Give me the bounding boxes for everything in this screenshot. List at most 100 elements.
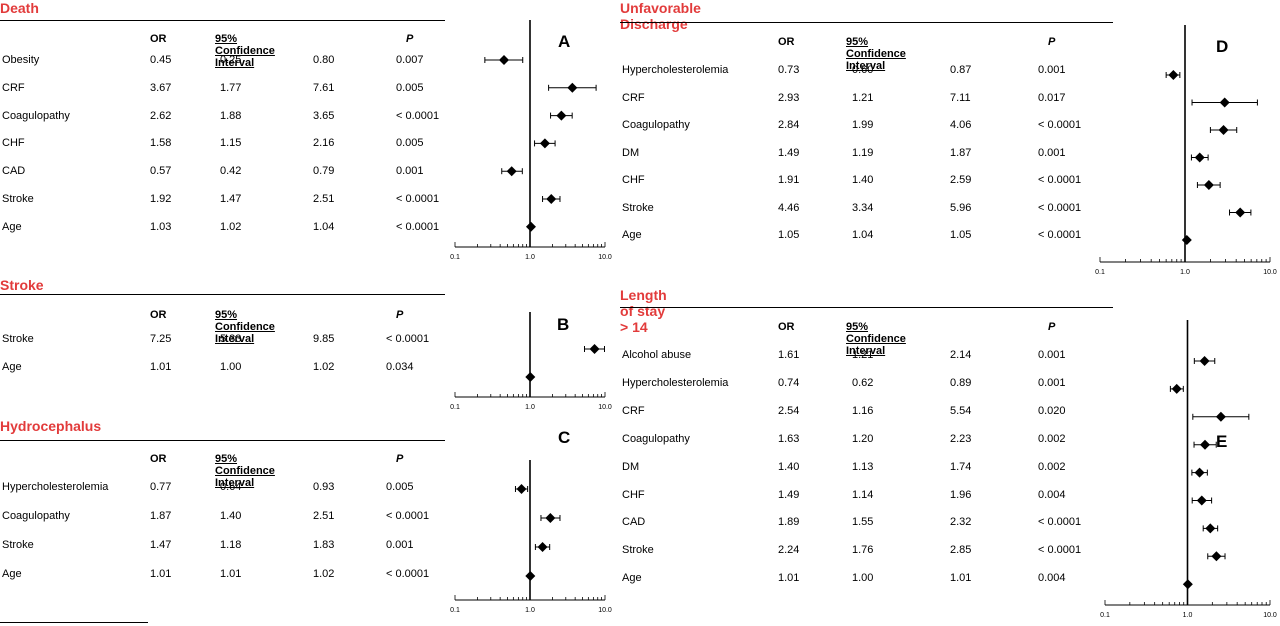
row-label: Hypercholesterolemia	[622, 64, 729, 76]
or-value: 0.57	[150, 165, 172, 178]
row-label: CHF	[2, 137, 25, 150]
or-point-marker	[525, 571, 536, 581]
ci-low-value: 1.16	[852, 404, 874, 417]
or-point-marker	[1182, 579, 1193, 590]
ci-low-value: 1.55	[852, 516, 874, 529]
or-point-marker	[1211, 551, 1222, 562]
x-tick-label: 0.1	[1100, 612, 1110, 619]
or-value: 1.58	[150, 137, 172, 150]
ci-high-value: 2.32	[950, 516, 972, 529]
x-tick-label: 1.0	[1180, 269, 1190, 276]
p-value: < 0.0001	[1038, 544, 1082, 557]
or-value: 0.77	[150, 481, 172, 493]
or-column-header: OR	[150, 33, 167, 45]
row-label: Coagulopathy	[2, 109, 70, 122]
x-tick-label: 10.0	[598, 404, 612, 411]
row-label: Alcohol abuse	[622, 349, 692, 361]
ci-high-value: 1.87	[950, 146, 972, 159]
p-value: < 0.0001	[1038, 201, 1082, 214]
ci-low-value: 1.76	[852, 544, 874, 557]
p-value: < 0.0001	[396, 193, 440, 205]
ci-high-value: 2.14	[950, 349, 972, 361]
or-point-marker	[1199, 356, 1210, 366]
ci-low-value: 1.47	[220, 193, 242, 205]
row-label: Hypercholesterolemia	[2, 481, 109, 493]
row-label: Age	[622, 572, 642, 585]
ci-low-value: 1.02	[220, 220, 242, 233]
forest-plot-E: 0.1 1.0 10.0	[1100, 320, 1277, 619]
ci-low-value: 0.64	[220, 481, 242, 493]
ci-low-value: 1.21	[852, 349, 874, 361]
ci-high-value: 1.02	[313, 361, 335, 373]
or-point-marker	[545, 513, 556, 523]
ci-low-value: 1.19	[852, 146, 874, 159]
or-value: 1.61	[778, 349, 800, 361]
ci-column-header: 95% Confidence Interval	[215, 33, 275, 69]
or-value: 1.05	[778, 229, 800, 241]
p-value: 0.005	[396, 81, 424, 94]
or-value: 1.40	[778, 460, 800, 473]
panel-title: Death	[0, 0, 39, 16]
p-value: 0.001	[1038, 64, 1066, 76]
or-value: 1.63	[778, 432, 800, 445]
row-label: Hypercholesterolemia	[622, 376, 729, 389]
or-point-marker	[1181, 235, 1192, 245]
row-label: CAD	[622, 516, 646, 529]
x-tick-label: 10.0	[598, 254, 612, 261]
header-rule	[0, 440, 445, 441]
ci-high-value: 0.80	[313, 54, 335, 66]
ci-high-value: 1.74	[950, 460, 972, 473]
p-value: < 0.0001	[386, 568, 430, 580]
p-value: 0.002	[1038, 460, 1066, 473]
or-point-marker	[516, 484, 527, 494]
or-point-marker	[1171, 383, 1182, 394]
ci-column-header: 95% Confidence Interval	[215, 309, 275, 345]
p-value: 0.005	[386, 481, 414, 493]
p-value: < 0.0001	[396, 109, 440, 122]
or-value: 2.84	[778, 119, 800, 131]
or-point-marker	[567, 82, 578, 93]
ci-high-value: 2.23	[950, 432, 972, 445]
or-point-marker	[1235, 207, 1246, 218]
ci-low-value: 1.13	[852, 460, 874, 473]
or-point-marker	[539, 138, 550, 149]
ci-low-value: 0.42	[220, 165, 242, 178]
ci-low-value: 1.40	[852, 174, 874, 186]
ci-high-value: 1.04	[313, 220, 335, 233]
or-point-marker	[1168, 70, 1179, 80]
ci-high-value: 0.89	[950, 376, 972, 389]
ci-high-value: 1.01	[950, 572, 972, 585]
ci-low-value: 0.62	[852, 376, 874, 389]
p-value: 0.017	[1038, 91, 1066, 104]
row-label: Coagulopathy	[622, 432, 690, 445]
p-value: < 0.0001	[1038, 516, 1082, 529]
ci-low-value: 1.00	[220, 361, 242, 373]
p-value: 0.002	[1038, 432, 1066, 445]
ci-high-value: 7.11	[950, 91, 971, 104]
or-point-marker	[1215, 411, 1226, 422]
ci-high-value: 5.96	[950, 201, 972, 214]
or-value: 1.01	[778, 572, 800, 585]
x-tick-label: 10.0	[1263, 612, 1277, 619]
or-point-marker	[1196, 495, 1207, 506]
row-label: CHF	[622, 174, 645, 186]
or-point-marker	[498, 55, 509, 65]
row-label: CAD	[2, 165, 26, 178]
or-point-marker	[1200, 439, 1211, 450]
header-rule	[0, 294, 445, 295]
x-tick-label: 0.1	[450, 607, 460, 614]
ci-low-value: 3.34	[852, 201, 874, 214]
p-value: 0.004	[1038, 572, 1066, 585]
ci-low-value: 1.20	[852, 432, 874, 445]
or-value: 0.74	[778, 376, 800, 389]
or-value: 1.01	[150, 568, 172, 580]
ci-low-value: 1.18	[220, 539, 242, 551]
panel-letter: B	[557, 315, 570, 334]
p-value: 0.034	[386, 361, 414, 373]
or-point-marker	[1219, 97, 1230, 108]
p-value: 0.005	[396, 137, 424, 150]
or-value: 1.49	[778, 146, 800, 159]
x-tick-label: 1.0	[525, 254, 535, 261]
or-point-marker	[589, 344, 600, 354]
row-label: Stroke	[2, 193, 34, 205]
